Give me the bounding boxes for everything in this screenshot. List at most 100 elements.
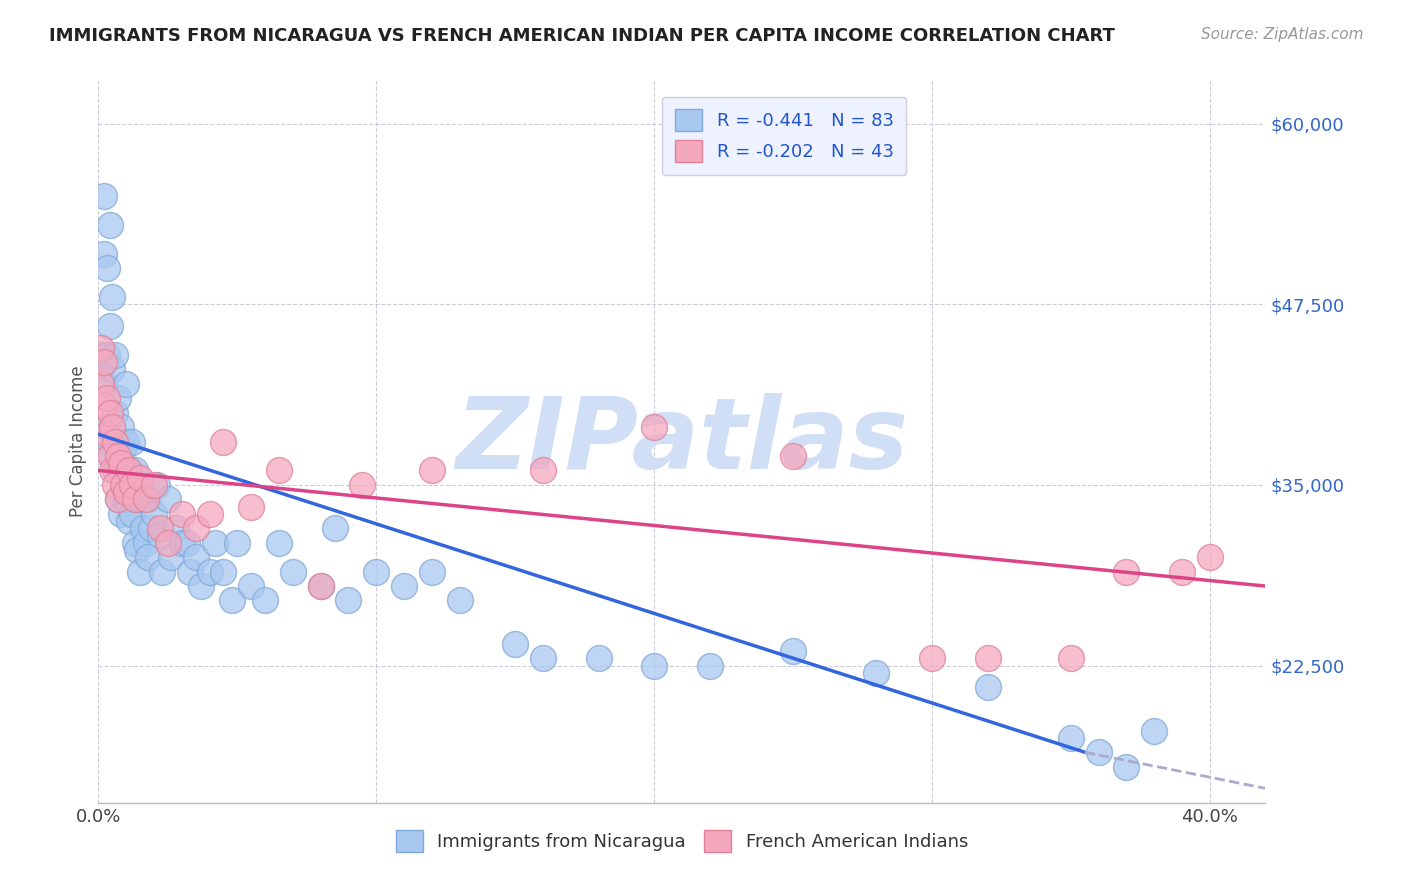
Point	[90, 362, 112, 376]
Point	[156, 492, 179, 507]
Point	[96, 427, 118, 442]
Point	[127, 542, 149, 557]
Point	[176, 535, 198, 549]
Point	[352, 478, 374, 492]
Point	[1115, 759, 1137, 773]
Point	[221, 593, 243, 607]
Point	[96, 348, 118, 362]
Point	[101, 449, 124, 463]
Point	[98, 318, 121, 333]
Point	[104, 478, 127, 492]
Point	[107, 449, 129, 463]
Point	[699, 658, 721, 673]
Point	[110, 463, 132, 477]
Point	[96, 391, 118, 405]
Point	[156, 535, 179, 549]
Point	[98, 434, 121, 449]
Point	[143, 478, 166, 492]
Point	[110, 456, 132, 470]
Point	[112, 442, 135, 456]
Point	[1115, 565, 1137, 579]
Point	[93, 398, 115, 412]
Point	[976, 651, 998, 665]
Legend: Immigrants from Nicaragua, French American Indians: Immigrants from Nicaragua, French Americ…	[388, 822, 976, 859]
Point	[323, 521, 346, 535]
Point	[124, 463, 146, 477]
Point	[115, 492, 138, 507]
Point	[531, 651, 554, 665]
Point	[150, 565, 173, 579]
Point	[90, 376, 112, 391]
Point	[96, 420, 118, 434]
Point	[110, 420, 132, 434]
Point	[449, 593, 471, 607]
Point	[420, 565, 443, 579]
Point	[184, 521, 207, 535]
Point	[240, 500, 263, 514]
Point	[115, 485, 138, 500]
Point	[98, 449, 121, 463]
Point	[107, 492, 129, 507]
Text: Source: ZipAtlas.com: Source: ZipAtlas.com	[1201, 27, 1364, 42]
Point	[112, 478, 135, 492]
Point	[1060, 731, 1083, 745]
Point	[101, 362, 124, 376]
Point	[124, 492, 146, 507]
Point	[138, 492, 160, 507]
Point	[112, 478, 135, 492]
Point	[121, 507, 143, 521]
Point	[1087, 745, 1109, 759]
Point	[212, 434, 235, 449]
Text: ZIPatlas: ZIPatlas	[456, 393, 908, 490]
Point	[98, 406, 121, 420]
Point	[104, 406, 127, 420]
Point	[115, 376, 138, 391]
Point	[281, 565, 304, 579]
Point	[309, 579, 332, 593]
Point	[366, 565, 388, 579]
Point	[420, 463, 443, 477]
Point	[309, 579, 332, 593]
Point	[101, 420, 124, 434]
Point	[127, 478, 149, 492]
Point	[146, 478, 169, 492]
Text: IMMIGRANTS FROM NICARAGUA VS FRENCH AMERICAN INDIAN PER CAPITA INCOME CORRELATIO: IMMIGRANTS FROM NICARAGUA VS FRENCH AMER…	[49, 27, 1115, 45]
Point	[107, 391, 129, 405]
Point	[782, 644, 804, 658]
Point	[1143, 723, 1166, 738]
Point	[110, 507, 132, 521]
Point	[93, 376, 115, 391]
Point	[392, 579, 415, 593]
Point	[93, 189, 115, 203]
Point	[96, 261, 118, 276]
Point	[267, 535, 290, 549]
Point	[921, 651, 943, 665]
Point	[204, 535, 226, 549]
Point	[503, 637, 526, 651]
Point	[198, 565, 221, 579]
Point	[115, 434, 138, 449]
Point	[337, 593, 360, 607]
Point	[135, 535, 157, 549]
Point	[138, 550, 160, 565]
Point	[121, 478, 143, 492]
Point	[170, 507, 193, 521]
Point	[93, 246, 115, 260]
Point	[184, 550, 207, 565]
Point	[101, 290, 124, 304]
Point	[159, 550, 181, 565]
Point	[104, 463, 127, 477]
Point	[1198, 550, 1220, 565]
Point	[643, 420, 665, 434]
Point	[104, 348, 127, 362]
Point	[93, 355, 115, 369]
Point	[129, 492, 152, 507]
Point	[118, 514, 141, 528]
Point	[148, 521, 170, 535]
Point	[782, 449, 804, 463]
Point	[90, 341, 112, 355]
Point	[129, 470, 152, 484]
Point	[118, 463, 141, 477]
Point	[132, 521, 155, 535]
Point	[254, 593, 277, 607]
